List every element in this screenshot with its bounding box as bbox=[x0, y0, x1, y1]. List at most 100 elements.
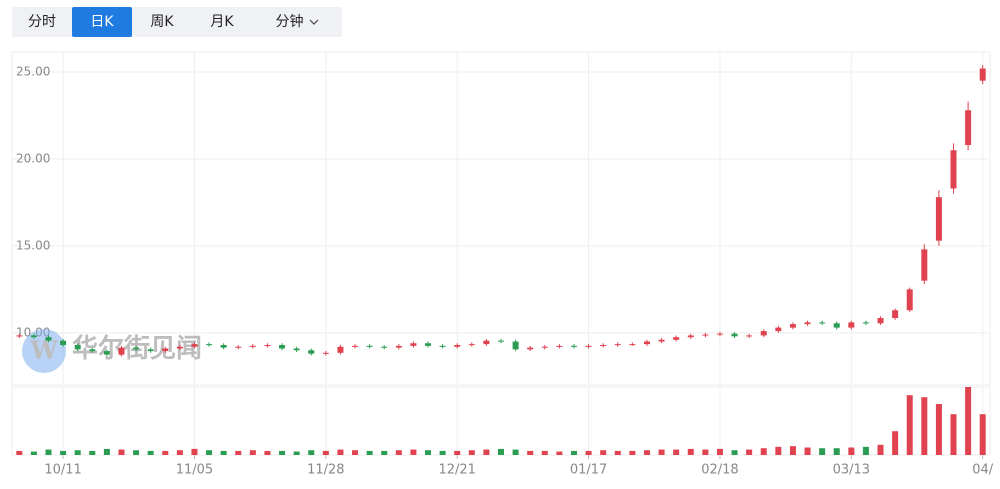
volume-bar bbox=[30, 451, 37, 455]
candle-body bbox=[892, 310, 899, 319]
candle-body bbox=[352, 345, 359, 347]
candle-body bbox=[191, 344, 198, 347]
candle-body bbox=[118, 347, 125, 355]
tab-label: 月K bbox=[210, 14, 234, 30]
candle-body bbox=[527, 347, 534, 350]
volume-bar bbox=[162, 450, 169, 455]
volume-bar bbox=[249, 450, 256, 455]
volume-bar bbox=[789, 446, 796, 455]
volume-bar bbox=[74, 450, 81, 455]
x-tick-label: 04/ bbox=[972, 463, 994, 478]
volume-bar bbox=[673, 449, 680, 455]
candle-body bbox=[89, 349, 96, 352]
volume-bar bbox=[862, 446, 869, 455]
x-tick-label: 12/21 bbox=[438, 463, 475, 478]
volume-bar bbox=[337, 449, 344, 455]
volume-bar bbox=[935, 404, 942, 455]
candle-body bbox=[439, 345, 446, 347]
volume-bar bbox=[979, 414, 986, 455]
candle-body bbox=[498, 340, 504, 342]
candle-body bbox=[293, 348, 300, 351]
candle-body bbox=[950, 150, 957, 189]
volume-bar bbox=[570, 450, 577, 455]
candle-body bbox=[979, 68, 986, 81]
candle-body bbox=[804, 322, 811, 325]
volume-bar bbox=[133, 450, 140, 455]
candle-body bbox=[760, 331, 767, 336]
period-tab[interactable]: 分钟 bbox=[252, 7, 342, 37]
volume-bar bbox=[950, 414, 957, 455]
volume-bar bbox=[965, 387, 972, 455]
volume-bar bbox=[293, 451, 300, 455]
candle-body bbox=[862, 322, 869, 324]
x-tick-label: 02/18 bbox=[701, 463, 738, 478]
candle-body bbox=[643, 341, 650, 345]
candle-body bbox=[30, 335, 37, 338]
volume-bar bbox=[454, 450, 461, 455]
candle-body bbox=[381, 346, 388, 348]
period-tab[interactable]: 日K bbox=[72, 7, 132, 37]
volume-bar bbox=[60, 450, 67, 455]
candle-body bbox=[702, 334, 709, 336]
period-tab[interactable]: 月K bbox=[192, 7, 252, 37]
candle-body bbox=[366, 345, 373, 347]
volume-bar bbox=[804, 447, 811, 455]
volume-bar bbox=[819, 448, 826, 455]
volume-bar bbox=[468, 450, 475, 455]
candle-body bbox=[264, 345, 271, 347]
volume-bar bbox=[848, 447, 855, 455]
candle-body bbox=[935, 197, 942, 241]
tab-label: 日K bbox=[90, 14, 114, 30]
watermark-logo bbox=[22, 329, 66, 373]
volume-bar bbox=[921, 397, 928, 455]
volume-bar bbox=[731, 450, 738, 455]
volume-bar bbox=[892, 431, 899, 455]
candle-body bbox=[541, 346, 548, 348]
candle-body bbox=[921, 249, 928, 281]
candle-body bbox=[425, 343, 432, 346]
volume-bar bbox=[118, 449, 125, 455]
volume-bar bbox=[16, 450, 23, 455]
volume-bar bbox=[687, 448, 694, 455]
volume-bar bbox=[206, 450, 213, 455]
candle-body bbox=[483, 340, 490, 345]
candle-body bbox=[337, 346, 344, 353]
candle-body bbox=[74, 345, 81, 350]
volume-panel bbox=[11, 386, 991, 456]
candle-body bbox=[716, 333, 723, 335]
candle-body bbox=[249, 345, 256, 347]
candle-body bbox=[848, 322, 855, 328]
volume-bar bbox=[366, 450, 373, 455]
volume-bar bbox=[906, 395, 913, 455]
volume-bar bbox=[877, 444, 884, 455]
volume-bar bbox=[410, 449, 417, 455]
volume-bar bbox=[352, 450, 359, 455]
volume-bar bbox=[658, 449, 665, 455]
candle-body bbox=[746, 335, 753, 337]
candle-body bbox=[162, 348, 169, 352]
volume-bar bbox=[716, 448, 723, 455]
x-tick-label: 01/17 bbox=[570, 463, 607, 478]
volume-bar bbox=[147, 450, 154, 455]
candle-body bbox=[410, 343, 417, 346]
period-tab[interactable]: 周K bbox=[132, 7, 192, 37]
candle-body bbox=[585, 345, 592, 347]
candle-body bbox=[103, 351, 110, 355]
candle-body bbox=[60, 340, 67, 346]
candle-body bbox=[570, 345, 577, 347]
x-tick-label: 03/13 bbox=[833, 463, 870, 478]
volume-bar bbox=[512, 449, 519, 455]
volume-bar bbox=[498, 448, 504, 455]
candle-body bbox=[308, 350, 315, 354]
candle-body bbox=[133, 347, 140, 350]
tab-label: 周K bbox=[150, 14, 174, 30]
y-tick-label: 25.00 bbox=[16, 64, 50, 78]
period-tab[interactable]: 分时 bbox=[12, 7, 72, 37]
tab-label: 分时 bbox=[28, 14, 56, 30]
volume-bar bbox=[220, 450, 227, 455]
candle-body bbox=[775, 327, 782, 332]
candle-body bbox=[454, 345, 461, 347]
candle-body bbox=[600, 345, 607, 347]
volume-bar bbox=[89, 450, 96, 455]
volume-bar bbox=[746, 449, 753, 455]
